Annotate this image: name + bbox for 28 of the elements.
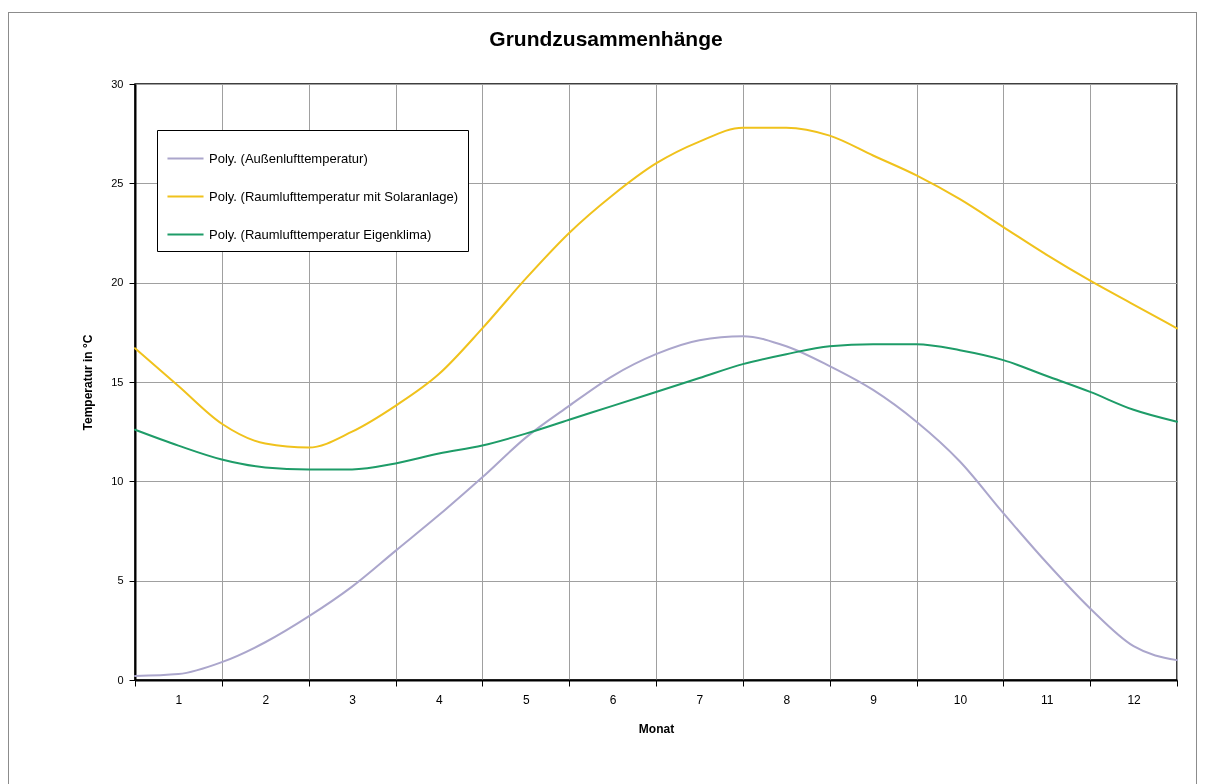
x-tick-label: 9	[870, 692, 878, 707]
x-tick-label: 12	[1127, 692, 1142, 707]
x-tick-label: 11	[1041, 692, 1054, 707]
x-tick-label: 2	[262, 692, 270, 707]
y-tick-label: 5	[117, 574, 124, 587]
y-axis-title: Temperatur in °C	[81, 334, 96, 431]
x-tick-label: 7	[696, 692, 704, 707]
x-tick-label: 1	[175, 692, 183, 707]
y-tick-label: 10	[111, 474, 124, 487]
y-tick-label: 20	[111, 276, 124, 289]
legend-label: Poly. (Raumlufttemperatur Eigenklima)	[209, 226, 432, 242]
x-tick-label: 5	[522, 692, 530, 707]
y-tick-label: 0	[117, 673, 124, 686]
x-tick-label: 3	[349, 692, 357, 707]
chart-title: Grundzusammenhänge	[489, 27, 723, 50]
line-series	[134, 335, 1178, 678]
x-tick-label: 6	[609, 692, 617, 707]
legend-label: Poly. (Außenlufttemperatur)	[209, 150, 368, 166]
y-tick-label: 30	[111, 77, 124, 90]
x-axis-title: Monat	[638, 721, 675, 736]
y-tick-label: 15	[111, 375, 124, 388]
line-series	[134, 126, 1178, 449]
y-tick-label: 25	[111, 176, 124, 189]
x-tick-label: 8	[783, 692, 791, 707]
line-series	[134, 343, 1178, 471]
x-tick-label: 4	[436, 692, 444, 707]
x-tick-label: 10	[953, 692, 968, 707]
legend-label: Poly. (Raumlufttemperatur mit Solaranlage)	[209, 188, 459, 204]
